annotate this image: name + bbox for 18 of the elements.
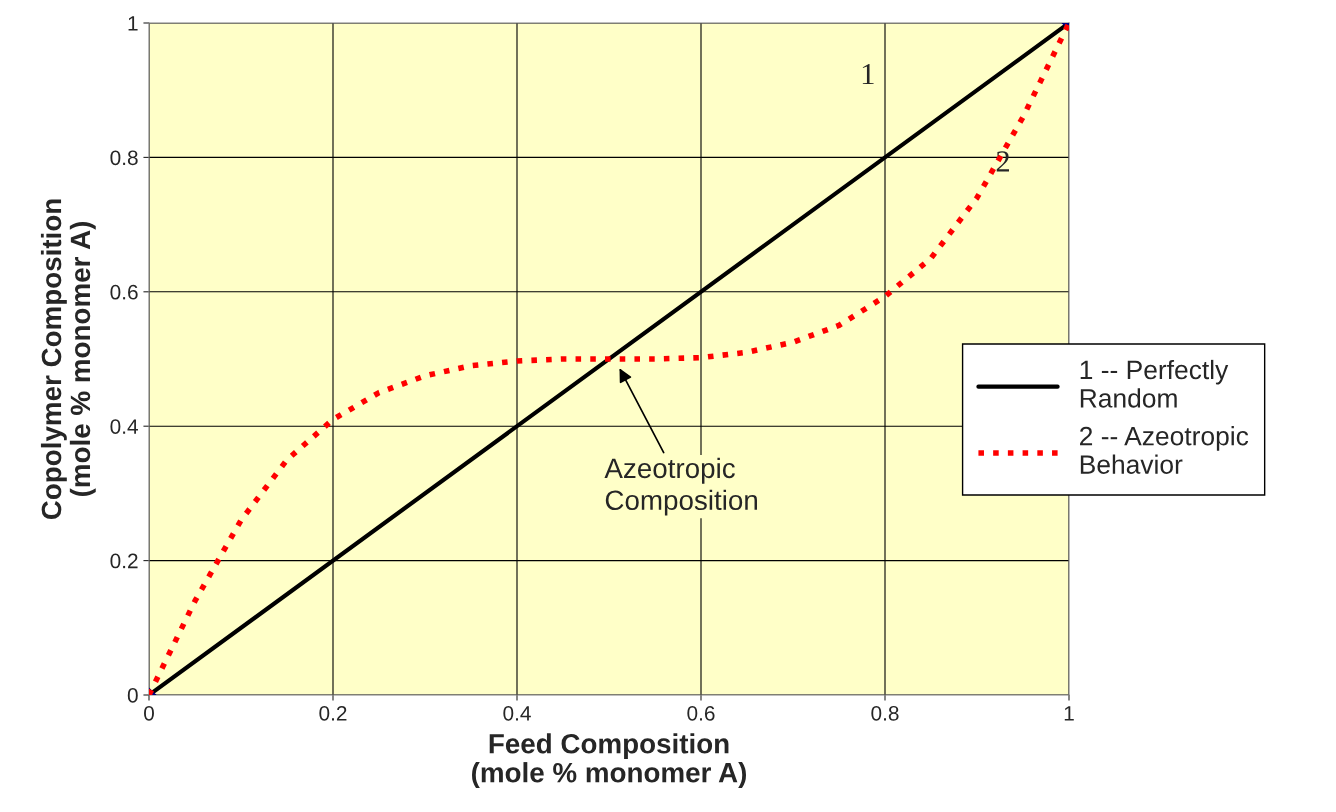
x-tick-label: 0.8 [871,705,899,721]
x-tick-label: 0 [144,705,154,721]
x-tick-label: 0.4 [503,705,531,721]
y-tick-label: 0.4 [110,419,138,434]
y-tick-label: 1 [128,16,138,31]
legend-label: 1 -- Perfectly Random [1080,359,1229,408]
x-axis-title: Feed Composition (mole % monomer A) [472,733,746,788]
x-tick-label: 0.2 [319,705,347,721]
y-tick-label: 0 [127,688,138,703]
y-tick-label: 0.8 [110,150,138,166]
x-tick-label: 0.6 [687,705,715,721]
y-tick-label: 0.2 [110,553,138,569]
y-axis-title: Copolymer Composition (mole % monomer A) [40,199,96,520]
annotation: Azeotropic Composition [604,457,757,516]
y-tick-label: 0.6 [110,284,138,300]
legend-label: 2 -- Azeotropic Behavior [1080,426,1249,474]
annotation: 1 [862,63,874,85]
x-tick-label: 1 [1064,706,1074,721]
